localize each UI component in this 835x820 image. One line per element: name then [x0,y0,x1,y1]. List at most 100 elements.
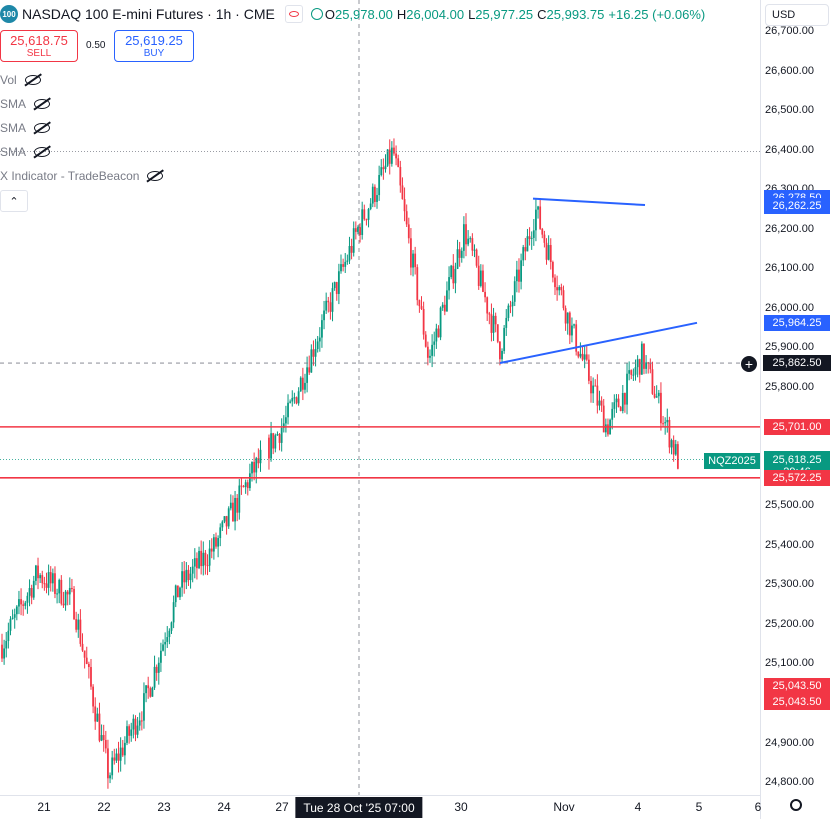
chart-area[interactable] [0,0,760,795]
candle-body [115,753,118,761]
candle-body [248,473,251,489]
candle-body [361,209,364,235]
candle-body [551,262,554,278]
candle-body [541,228,544,235]
candle-body [9,618,12,631]
candle-body [26,595,29,603]
candle-body [39,575,42,579]
indicator-sma-1[interactable]: SMA [0,94,51,114]
candle-body [153,666,156,688]
candle-body [306,367,308,383]
candle-body [596,385,599,406]
candle-body [22,604,25,606]
candle-body [575,324,578,352]
candle-body [429,355,431,358]
candle-body [81,643,84,651]
close-value: 25,993.75 [546,6,605,22]
price-tick-label: 25,200.00 [765,617,814,630]
candle-body [335,282,338,294]
indicator-x[interactable]: X Indicator - TradeBeacon [0,166,164,186]
candle-body [390,147,393,164]
candle-body [573,324,575,326]
candle-body [323,310,325,321]
indicator-vol[interactable]: Vol [0,70,41,90]
candle-body [587,359,590,381]
price-axis[interactable]: USD 26,700.00 26,600.00 26,500.00 26,400.00… [760,0,835,819]
candle-body [329,302,332,312]
candle-body [24,602,27,606]
candle-body [37,565,39,579]
symbol-title[interactable]: NASDAQ 100 E-mini Futures · 1h · CME [22,6,275,22]
price-plot[interactable] [0,0,760,795]
candle-body [600,400,603,406]
settings-gear-icon[interactable] [790,799,802,811]
candle-body [123,742,126,756]
price-tick-label: 25,100.00 [765,657,814,670]
collapse-legend-button[interactable]: ⌃ [0,190,28,212]
candle-body [431,344,434,356]
candle-body [401,185,404,200]
currency-select[interactable]: USD [765,4,829,26]
indicator-x-label: X Indicator - TradeBeacon [0,169,140,183]
candle-body [354,228,357,232]
hide-icon[interactable] [284,5,303,23]
candle-body [295,397,298,404]
candle-body [236,497,239,513]
candle-body [528,236,531,239]
last-price-value: 25,618.25 [772,453,822,466]
buy-button[interactable]: 25,619.25 BUY [114,30,194,62]
price-tick-label: 25,900.00 [765,341,814,354]
symbol-tag: NQZ2025 [704,453,760,469]
candle-body [672,440,675,455]
candle-body [363,209,366,220]
candle-body [471,238,474,251]
candle-body [657,392,660,397]
price-tick-label: 26,600.00 [765,64,814,77]
candle-body [58,579,61,594]
candle-body [554,277,556,288]
eye-hidden-icon[interactable] [34,147,51,157]
eye-hidden-icon[interactable] [34,99,51,109]
candle-body [111,757,114,776]
candle-body [223,516,226,522]
sell-button[interactable]: 25,618.75 SELL [0,30,78,62]
candle-body [102,735,105,741]
candle-body [486,297,489,314]
candle-body [505,317,508,328]
candle-body [49,572,52,584]
time-axis[interactable]: 21 22 23 24 27 30 Nov 4 5 6 Tue 28 Oct '… [0,795,761,820]
candle-body [155,666,158,673]
candle-body [79,619,82,644]
low-label: L [468,6,476,22]
tag-low-1: 25,043.50 [764,677,830,694]
candle-body [132,718,135,730]
eye-hidden-icon[interactable] [147,171,164,181]
candle-body [422,308,425,335]
tag-trendline-2: 26,262.25 [764,198,830,215]
candle-body [160,650,162,663]
indicator-sma-label: SMA [0,121,27,135]
candle-body [424,334,427,347]
eye-hidden-icon[interactable] [24,75,41,85]
candle-body [255,458,258,473]
candle-body [168,630,171,638]
low-value: 25,977.25 [475,6,534,22]
indicator-sma-2[interactable]: SMA [0,118,51,138]
candle-body [420,306,423,309]
candle-body [643,343,645,369]
candle-body [340,264,342,272]
candle-body [645,362,647,369]
add-alert-icon[interactable]: + [741,356,757,372]
candle-body [482,270,484,292]
candle-body [280,427,283,443]
candle-body [469,238,472,240]
candle-body [11,617,14,619]
time-label: 4 [634,800,642,814]
indicator-sma-3[interactable]: SMA [0,142,51,162]
candle-body [617,398,620,408]
candle-body [85,657,88,664]
time-label: 5 [695,800,703,814]
candle-body [47,572,50,588]
candle-body [579,353,582,357]
eye-hidden-icon[interactable] [34,123,51,133]
